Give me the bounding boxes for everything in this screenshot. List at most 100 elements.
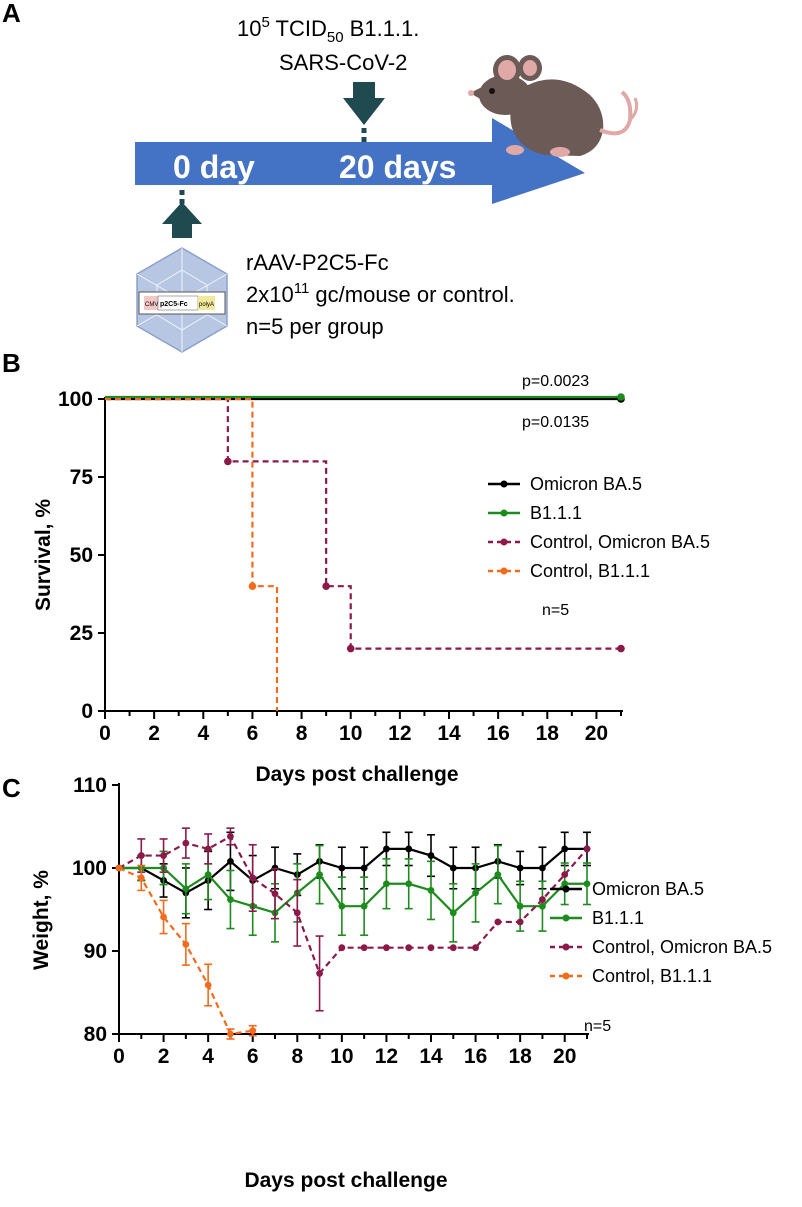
b-x-tick-label: 8 <box>296 722 308 745</box>
svg-text:CMV: CMV <box>145 302 158 308</box>
c-weight-point-omicron-ba-5 <box>227 857 234 865</box>
b-legend-label-omicron-ba-5: Omicron BA.5 <box>530 474 642 494</box>
c-x-tick-label: 16 <box>464 1045 487 1068</box>
c-legend-marker-omicron-ba-5 <box>562 885 570 893</box>
c-weight-point-b1-1-1 <box>472 889 479 897</box>
c-weight-point-b1-1-1 <box>316 871 323 879</box>
c-weight-point-control-omicron-ba-5 <box>271 890 279 898</box>
b-y-tick-label: 0 <box>81 700 93 723</box>
c-weight-point-control-omicron-ba-5 <box>293 909 301 917</box>
c-x-tick-label: 6 <box>247 1045 259 1068</box>
x-axis-label-b: Days post challenge <box>255 763 458 786</box>
c-weight-point-b1-1-1 <box>427 887 435 894</box>
b-y-tick-label: 75 <box>70 466 94 489</box>
c-weight-point-control-omicron-ba-5 <box>539 896 546 903</box>
c-weight-line-control-omicron-ba-5 <box>118 834 588 976</box>
c-weight-point-omicron-ba-5 <box>405 845 413 853</box>
c-error-bars-control-omicron-ba-5 <box>137 827 324 1012</box>
c-weight-point-control-omicron-ba-5 <box>405 944 413 952</box>
c-weight-point-control-omicron-ba-5 <box>360 944 368 952</box>
b-x-tick-label: 20 <box>585 722 608 745</box>
b-x-tick-label: 4 <box>197 722 209 745</box>
c-x-tick-label: 10 <box>330 1045 353 1068</box>
c-weight-point-b1-1-1 <box>360 902 368 910</box>
x-axis-label-c: Days post challenge <box>244 1169 447 1192</box>
c-weight-point-control-omicron-ba-5 <box>137 852 145 859</box>
c-weight-point-control-omicron-ba-5 <box>472 944 479 952</box>
c-weight-point-control-omicron-ba-5 <box>249 874 257 882</box>
b-x-tick-label: 12 <box>388 722 411 745</box>
c-x-tick-label: 14 <box>419 1045 443 1068</box>
injection-pointer-icon <box>162 190 202 238</box>
c-weight-point-control-omicron-ba-5 <box>338 944 346 952</box>
b-legend-marker-control-b1-1-1 <box>500 567 508 575</box>
b-survival-point-control-omicron-ba-5 <box>224 457 232 466</box>
challenge-virus-text: SARS-CoV-2 <box>279 50 407 75</box>
c-weight-point-b1-1-1 <box>516 902 524 910</box>
c-legend-marker-control-b1-1-1 <box>562 972 570 980</box>
b-legend-marker-omicron-ba-5 <box>500 480 508 488</box>
c-x-tick-label: 18 <box>508 1045 532 1068</box>
b-survival-point-control-omicron-ba-5 <box>346 644 355 653</box>
b-x-tick-label: 16 <box>486 722 509 745</box>
c-weight-point-b1-1-1 <box>227 896 234 903</box>
b-x-tick-label: 0 <box>99 722 111 745</box>
c-weight-point-control-omicron-ba-5 <box>316 970 323 977</box>
c-weight-point-b1-1-1 <box>204 871 212 879</box>
timeline-arrow <box>135 118 585 204</box>
b-legend-label-b1-1-1: B1.1.1 <box>530 503 582 523</box>
b-y-tick-label: 25 <box>70 622 94 645</box>
c-x-tick-label: 4 <box>202 1045 214 1068</box>
b-survival-point-control-omicron-ba-5 <box>322 582 330 590</box>
group-size-text: n=5 per group <box>246 314 384 339</box>
b-legend-label-control-omicron-ba-5: Control, Omicron BA.5 <box>530 532 710 552</box>
c-weight-point-control-omicron-ba-5 <box>383 944 390 952</box>
c-legend-marker-b1-1-1 <box>562 914 570 922</box>
b-legend-label-control-b1-1-1: Control, B1.1.1 <box>530 561 650 581</box>
c-y-tick-label: 90 <box>84 940 107 963</box>
c-weight-point-control-omicron-ba-5 <box>449 944 457 952</box>
panel-b-survival-chart: B 0 25 50 75 100 0 2 4 6 8 10 12 14 16 18 20 Omicron BA… <box>2 348 710 786</box>
c-weight-point-control-b1-1-1 <box>204 981 212 989</box>
c-weight-point-control-b1-1-1 <box>227 1030 234 1038</box>
panel-a-schematic: A 105 TCID50 B1.1.1. SARS-CoV-2 0 day 20… <box>2 0 639 353</box>
c-weight-point-control-omicron-ba-5 <box>182 839 190 847</box>
c-weight-point-omicron-ba-5 <box>271 864 279 872</box>
mouse-icon <box>468 55 639 157</box>
c-weight-point-omicron-ba-5 <box>338 864 346 872</box>
c-y-tick-label: 100 <box>72 857 107 880</box>
b-survival-line-control-b1-1-1 <box>105 397 279 711</box>
b-y-tick-label: 100 <box>58 388 93 411</box>
c-weight-point-control-b1-1-1 <box>115 864 123 872</box>
panel-label-a: A <box>2 0 21 28</box>
vector-name-text: rAAV-P2C5-Fc <box>246 250 389 275</box>
c-weight-point-omicron-ba-5 <box>561 845 569 853</box>
b-legend-marker-b1-1-1 <box>500 509 508 517</box>
b-survival-point-control-b1-1-1 <box>248 582 257 590</box>
c-weight-point-b1-1-1 <box>583 880 591 888</box>
b-survival-point-b1-1-1 <box>617 393 625 401</box>
c-legend-label-control-b1-1-1: Control, B1.1.1 <box>592 966 712 986</box>
c-weight-point-omicron-ba-5 <box>449 864 457 872</box>
c-legend-marker-control-omicron-ba-5 <box>562 943 570 951</box>
panel-label-c: C <box>2 773 21 803</box>
c-x-tick-label: 12 <box>375 1045 398 1068</box>
b-legend-marker-control-omicron-ba-5 <box>500 538 508 546</box>
c-weight-point-control-omicron-ba-5 <box>494 918 502 926</box>
c-weight-line-b1-1-1 <box>119 866 587 915</box>
c-weight-point-omicron-ba-5 <box>516 864 524 872</box>
c-legend-label-omicron-ba-5: Omicron BA.5 <box>592 879 704 899</box>
c-weight-point-b1-1-1 <box>383 880 390 888</box>
panel-label-b: B <box>2 348 21 378</box>
c-weight-point-b1-1-1 <box>449 909 457 917</box>
b-y-tick-label: 50 <box>70 544 93 567</box>
c-legend-label-b1-1-1: B1.1.1 <box>592 908 644 928</box>
b-x-tick-label: 10 <box>339 722 362 745</box>
y-axis-label-b: Survival, % <box>32 499 55 611</box>
b-x-tick-label: 14 <box>437 722 461 745</box>
c-weight-point-b1-1-1 <box>338 902 346 910</box>
p-value-b111: p=0.0023 <box>522 373 589 390</box>
p-value-omicron: p=0.0135 <box>522 414 589 431</box>
c-weight-point-control-omicron-ba-5 <box>160 852 167 859</box>
